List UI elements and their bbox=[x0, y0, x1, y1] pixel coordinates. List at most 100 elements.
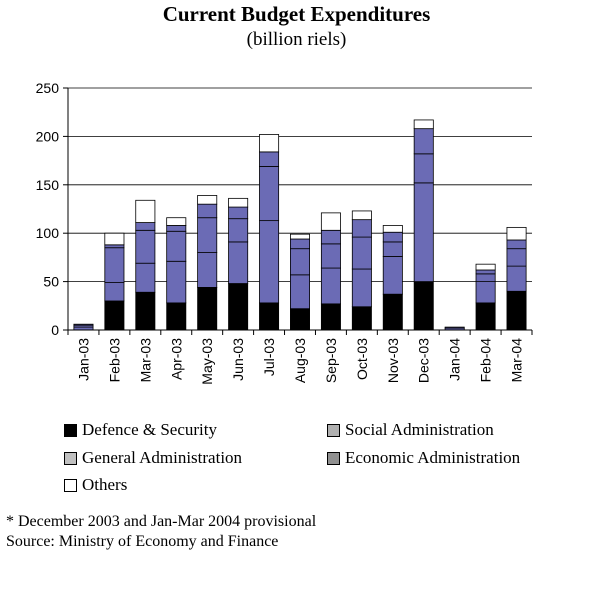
x-tick-label: Mar-04 bbox=[509, 338, 525, 383]
bar-segment-general-administration bbox=[320, 243, 341, 269]
bar-segment-economic-administration bbox=[506, 239, 527, 250]
bar-segment-economic-administration bbox=[475, 269, 496, 275]
bar-segment-economic-administration bbox=[382, 231, 403, 243]
bar-segment-defence-security bbox=[351, 306, 372, 331]
y-tick-label: 200 bbox=[36, 128, 60, 144]
legend-swatch-economic bbox=[327, 451, 340, 465]
legend-swatch-others bbox=[64, 478, 77, 492]
bar-segment-social-administration bbox=[104, 282, 125, 302]
y-tick-label: 0 bbox=[51, 322, 59, 338]
bar-segment-others bbox=[382, 225, 403, 233]
bar-segment-social-administration bbox=[228, 241, 249, 284]
bar-segment-economic-administration bbox=[290, 238, 310, 250]
bar-segment-general-administration bbox=[506, 248, 527, 267]
bar-segment-social-administration bbox=[382, 256, 403, 295]
y-tick-label: 100 bbox=[36, 225, 60, 241]
bar-segment-others bbox=[290, 233, 310, 240]
bar-segment-economic-administration bbox=[320, 229, 341, 245]
bar-segment-social-administration bbox=[475, 281, 496, 304]
bar-segment-social-administration bbox=[320, 267, 341, 305]
legend-item-social: Social Administration bbox=[327, 420, 494, 440]
bar-segment-general-administration bbox=[413, 153, 434, 184]
bar-segment-economic-administration bbox=[73, 323, 94, 326]
legend-swatch-social bbox=[327, 423, 340, 437]
bar-segment-defence-security bbox=[197, 287, 218, 331]
bar-segment-general-administration bbox=[351, 236, 372, 270]
chart-subtitle: (billion riels) bbox=[246, 29, 347, 50]
bar-segment-defence-security bbox=[413, 281, 434, 331]
x-tick-label: Apr-03 bbox=[168, 338, 184, 380]
x-tick-label: Feb-04 bbox=[478, 338, 494, 383]
bar-segment-economic-administration bbox=[135, 222, 156, 231]
x-tick-label: Feb-03 bbox=[106, 338, 122, 383]
x-tick-label: Mar-03 bbox=[137, 338, 153, 383]
x-tick-label: May-03 bbox=[199, 338, 215, 385]
x-tick-label: Jul-03 bbox=[261, 338, 277, 376]
bar-segment-defence-security bbox=[166, 302, 187, 331]
bar-segment-economic-administration bbox=[166, 225, 187, 232]
bar-segment-defence-security bbox=[104, 300, 125, 331]
bar-segment-economic-administration bbox=[351, 219, 372, 238]
x-tick-label: Jun-03 bbox=[230, 338, 246, 381]
bar-segment-others bbox=[506, 226, 527, 241]
x-tick-label: Dec-03 bbox=[416, 338, 432, 383]
x-tick-label: Nov-03 bbox=[385, 338, 401, 383]
bar-segment-defence-security bbox=[475, 302, 496, 331]
legend-item-general: General Administration bbox=[64, 448, 242, 468]
x-tick-label: Jan-04 bbox=[447, 338, 463, 381]
bar-segment-general-administration bbox=[290, 248, 310, 276]
y-tick-label: 150 bbox=[36, 177, 60, 193]
bar-segment-economic-administration bbox=[228, 206, 249, 220]
bar-segment-others bbox=[413, 119, 434, 130]
bar-segment-social-administration bbox=[413, 182, 434, 282]
bar-segment-economic-administration bbox=[197, 203, 218, 219]
bar-segment-economic-administration bbox=[104, 244, 125, 249]
chart-title: Current Budget Expenditures bbox=[162, 2, 431, 26]
x-tick-label: Oct-03 bbox=[354, 338, 370, 380]
legend-label-economic: Economic Administration bbox=[345, 448, 521, 467]
bar-segment-defence-security bbox=[382, 293, 403, 331]
bar-segment-defence-security bbox=[506, 290, 527, 331]
bar-segment-others bbox=[320, 212, 341, 231]
bar-segment-others bbox=[351, 210, 372, 221]
bar-segment-economic-administration bbox=[259, 151, 280, 167]
legend-swatch-defence bbox=[64, 423, 77, 437]
y-tick-label: 50 bbox=[43, 274, 59, 290]
provisional-note: * December 2003 and Jan-Mar 2004 provisi… bbox=[6, 513, 317, 530]
bar-segment-social-administration bbox=[135, 262, 156, 293]
bar-segment-general-administration bbox=[475, 273, 496, 283]
bar-segment-general-administration bbox=[166, 230, 187, 262]
y-tick-label: 250 bbox=[36, 80, 60, 96]
x-tick-label: Sep-03 bbox=[323, 338, 339, 383]
legend-label-defence: Defence & Security bbox=[82, 420, 217, 439]
bar-segment-social-administration bbox=[506, 265, 527, 292]
bar-segment-general-administration bbox=[382, 241, 403, 257]
legend-label-general: General Administration bbox=[82, 448, 243, 467]
bar-segment-social-administration bbox=[351, 268, 372, 308]
bar-chart: 0 50 100 150 200 250 Jan-03 Feb-03 Mar-03 Apr-03 M… bbox=[36, 80, 533, 385]
bar-segment-others bbox=[475, 263, 496, 271]
bar-segment-general-administration bbox=[197, 217, 218, 253]
bar-segment-others bbox=[197, 195, 218, 205]
bar-segment-others bbox=[166, 217, 187, 226]
legend-item-others: Others bbox=[64, 475, 127, 495]
bar-segment-general-administration bbox=[228, 218, 249, 243]
bar-segment-defence-security bbox=[135, 291, 156, 331]
x-tick-label: Aug-03 bbox=[292, 338, 308, 383]
x-tick-label: Jan-03 bbox=[75, 338, 91, 381]
bar-segment-defence-security bbox=[290, 308, 310, 331]
bar-segment-social-administration bbox=[197, 252, 218, 288]
legend-label-social: Social Administration bbox=[345, 420, 494, 439]
bar-segment-others bbox=[104, 232, 125, 246]
bar-segment-social-administration bbox=[166, 260, 187, 304]
source-note: Source: Ministry of Economy and Finance bbox=[6, 533, 279, 550]
legend-swatch-general bbox=[64, 451, 77, 465]
bar-segment-economic-administration bbox=[413, 128, 434, 155]
bar-segment-defence-security bbox=[259, 302, 280, 331]
bar-segment-general-administration bbox=[259, 166, 280, 222]
bar-segment-others bbox=[135, 199, 156, 223]
legend-item-economic: Economic Administration bbox=[327, 448, 520, 468]
bar-segment-defence-security bbox=[228, 283, 249, 331]
bar-segment-others bbox=[228, 197, 249, 208]
bar-segment-general-administration bbox=[444, 326, 465, 329]
